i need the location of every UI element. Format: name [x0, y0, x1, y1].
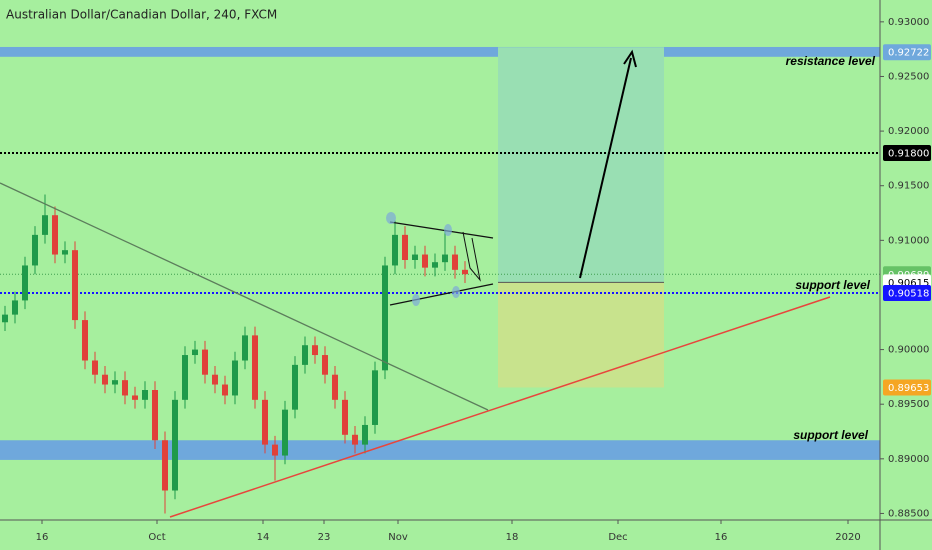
- candle-body: [92, 360, 98, 375]
- pattern-line: [389, 283, 494, 306]
- price-label: 0.90518: [888, 288, 929, 299]
- candle-body: [252, 335, 258, 400]
- candle-body: [282, 409, 288, 456]
- candle-body: [332, 374, 338, 400]
- candle-body: [412, 254, 418, 260]
- candle-body: [452, 254, 458, 270]
- candle-body: [262, 399, 268, 445]
- candle-body: [152, 390, 158, 441]
- y-tick-label: 0.90000: [888, 345, 929, 356]
- price-label-bg: [883, 44, 931, 61]
- zone: [0, 46, 880, 57]
- candle-body: [172, 399, 178, 491]
- x-tick-label: 16: [715, 532, 728, 543]
- pattern-line: [462, 231, 481, 282]
- pattern-line: [389, 221, 494, 239]
- x-tick-label: Nov: [388, 532, 408, 543]
- y-tick-label: 0.91500: [888, 181, 929, 192]
- price-label: 0.89653: [888, 383, 929, 394]
- trend-line: [0, 182, 489, 411]
- candle-body: [2, 314, 8, 323]
- x-tick-label: Oct: [148, 532, 165, 543]
- price-label: 0.92722: [888, 48, 929, 59]
- under-layer: [0, 46, 880, 514]
- candle-body: [342, 399, 348, 435]
- candle-body: [372, 370, 378, 425]
- y-tick-label: 0.88500: [888, 508, 929, 519]
- drawings: [0, 49, 831, 518]
- x-tick-label: 23: [318, 532, 331, 543]
- annotation: support level: [793, 428, 868, 442]
- y-tick-label: 0.92500: [888, 71, 929, 82]
- candle-body: [362, 424, 368, 445]
- annotation: support level: [795, 278, 870, 292]
- profit-zone: [498, 47, 664, 283]
- trend-line: [169, 296, 831, 518]
- candle-body: [182, 355, 188, 400]
- price-label-bg: [883, 144, 931, 161]
- candle-body: [122, 380, 128, 396]
- x-tick-label: 14: [257, 532, 270, 543]
- candle-body: [72, 250, 78, 321]
- candle-body: [232, 360, 238, 396]
- candle-body: [272, 444, 278, 456]
- candle-body: [212, 374, 218, 385]
- candle-body: [352, 434, 358, 445]
- candle-body: [62, 250, 68, 255]
- candle-body: [392, 234, 398, 266]
- candle-body: [82, 320, 88, 361]
- candle-body: [292, 364, 298, 410]
- x-tick-label: 18: [506, 532, 519, 543]
- candle-body: [382, 265, 388, 371]
- candle-body: [442, 254, 448, 263]
- pivot: [444, 224, 452, 236]
- candle-body: [12, 300, 18, 315]
- y-tick-label: 0.89500: [888, 399, 929, 410]
- price-label: 0.91800: [888, 148, 929, 159]
- candle-body: [162, 440, 168, 491]
- candle-body: [112, 380, 118, 385]
- price-label-bg: [883, 379, 931, 396]
- candle-body: [402, 234, 408, 260]
- candle-body: [22, 265, 28, 301]
- candle-body: [192, 349, 198, 356]
- x-tick-label: 16: [36, 532, 49, 543]
- annotation: resistance level: [786, 54, 876, 68]
- price-label: 0.90615: [888, 278, 929, 289]
- candle-body: [132, 395, 138, 400]
- pivot: [386, 212, 396, 224]
- candle-body: [102, 374, 108, 385]
- candle-body: [142, 390, 148, 400]
- x-tick-label: 2020: [835, 532, 860, 543]
- pivot: [452, 286, 460, 298]
- loss-zone: [498, 282, 664, 388]
- candle-body: [52, 215, 58, 255]
- candle-body: [312, 345, 318, 356]
- y-tick-label: 0.91000: [888, 235, 929, 246]
- candle-body: [32, 234, 38, 266]
- y-tick-label: 0.89000: [888, 454, 929, 465]
- candle-body: [202, 349, 208, 375]
- x-tick-label: Dec: [608, 532, 627, 543]
- candle-body: [222, 384, 228, 396]
- candle-body: [322, 355, 328, 375]
- candle-body: [432, 262, 438, 268]
- candle-body: [42, 215, 48, 235]
- y-tick-label: 0.92000: [888, 126, 929, 137]
- arrow: [579, 57, 632, 279]
- arrow-head: [623, 49, 637, 68]
- price-label-bg: [883, 284, 931, 301]
- zone: [0, 440, 880, 460]
- pivot: [412, 294, 420, 306]
- candle-body: [302, 345, 308, 365]
- chart-title: Australian Dollar/Canadian Dollar, 240, …: [6, 8, 277, 22]
- candle-body: [462, 269, 468, 275]
- candle-body: [242, 335, 248, 361]
- y-tick-label: 0.93000: [888, 17, 929, 28]
- candle-body: [422, 254, 428, 268]
